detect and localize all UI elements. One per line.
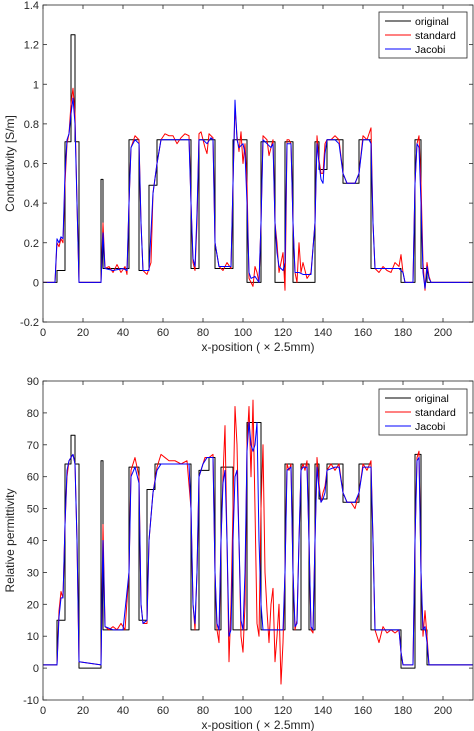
perm-y-tick-label: 90	[27, 376, 39, 388]
perm-x-tick-label: 180	[394, 705, 412, 717]
cond-x-tick-label: 200	[434, 327, 452, 339]
cond-y-tick-label: -0.2	[20, 317, 39, 329]
perm-legend-label-jacobi: Jacobi	[415, 421, 445, 433]
cond-x-tick-label: 100	[234, 327, 252, 339]
perm-y-tick-label: 0	[33, 663, 39, 675]
cond-y-tick-label: 0	[33, 277, 39, 289]
permittivity-chart: 0 20 40 60 80 100 120 140 160 180 200-100102030405…	[3, 376, 474, 731]
cond-x-tick-label: 140	[314, 327, 332, 339]
cond-y-tick-label: 0.8	[24, 119, 39, 131]
cond-y-tick-label: 1.4	[24, 0, 39, 12]
cond-x-tick-label: 0	[40, 327, 46, 339]
perm-x-tick-label: 160	[354, 705, 372, 717]
perm-y-tick-label: 50	[27, 504, 39, 516]
perm-x-axis-label: x-position ( × 2.5mm)	[201, 718, 314, 731]
cond-x-tick-label: 80	[197, 327, 209, 339]
perm-x-tick-label: 0	[40, 705, 46, 717]
cond-x-tick-label: 160	[354, 327, 372, 339]
cond-x-tick-label: 120	[274, 327, 292, 339]
perm-x-tick-label: 80	[197, 705, 209, 717]
perm-x-tick-label: 200	[434, 705, 452, 717]
cond-y-tick-label: 1.2	[24, 40, 39, 52]
cond-x-axis-label: x-position ( × 2.5mm)	[201, 340, 314, 354]
cond-legend-label-original: original	[415, 16, 449, 28]
perm-y-tick-label: 20	[27, 599, 39, 611]
cond-x-tick-label: 180	[394, 327, 412, 339]
conductivity-chart: 0 20 40 60 80 100 120 140 160 180 200-0.200.20.40.…	[3, 0, 474, 354]
perm-y-tick-label: 60	[27, 472, 39, 484]
cond-legend-label-standard: standard	[415, 30, 456, 42]
perm-y-tick-label: 80	[27, 408, 39, 420]
cond-y-tick-label: 0.4	[24, 198, 39, 210]
perm-x-tick-label: 60	[157, 705, 169, 717]
perm-y-axis-label: Relative permittivity	[3, 488, 17, 592]
cond-y-tick-label: 1	[33, 79, 39, 91]
perm-x-tick-label: 40	[117, 705, 129, 717]
perm-y-tick-label: 40	[27, 536, 39, 548]
cond-y-tick-label: 0.6	[24, 159, 39, 171]
cond-series-jacobi	[43, 97, 473, 289]
cond-y-axis-label: Conductivity [S/m]	[3, 115, 17, 212]
perm-legend-label-original: original	[415, 393, 449, 405]
perm-x-tick-label: 120	[274, 705, 292, 717]
cond-series-standard	[43, 87, 473, 291]
perm-y-tick-label: -10	[23, 695, 39, 707]
cond-y-tick-label: 0.2	[24, 238, 39, 250]
perm-x-tick-label: 20	[77, 705, 89, 717]
perm-x-tick-label: 100	[234, 705, 252, 717]
perm-legend-label-standard: standard	[415, 407, 456, 419]
perm-y-tick-label: 10	[27, 631, 39, 643]
perm-y-tick-label: 30	[27, 567, 39, 579]
cond-legend-label-jacobi: Jacobi	[415, 44, 445, 56]
cond-x-tick-label: 40	[117, 327, 129, 339]
perm-y-tick-label: 70	[27, 440, 39, 452]
perm-series-jacobi	[43, 421, 473, 666]
cond-x-tick-label: 60	[157, 327, 169, 339]
perm-x-tick-label: 140	[314, 705, 332, 717]
cond-x-tick-label: 20	[77, 327, 89, 339]
